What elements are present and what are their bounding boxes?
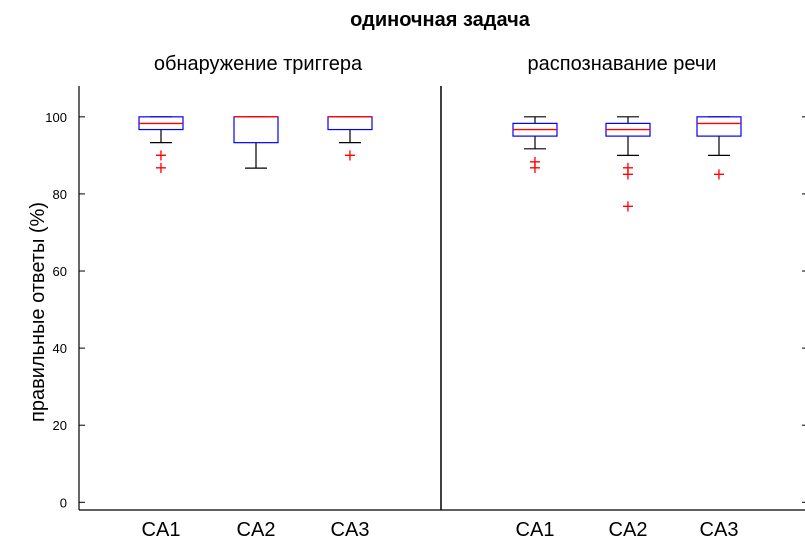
y-tick-label: 60 xyxy=(53,264,67,279)
panel-title-speech: распознавание речи xyxy=(528,53,717,75)
iqr-box xyxy=(327,116,373,131)
outlier-marker: + xyxy=(621,197,634,216)
y-tick-label: 20 xyxy=(53,418,67,433)
outlier-marker: + xyxy=(528,158,541,177)
y-axis-label: правильные ответы (%) xyxy=(27,202,49,422)
boxplots: +++ ++ ++++ xyxy=(138,116,742,216)
y-tick-label: 80 xyxy=(53,187,67,202)
y-tick-label: 40 xyxy=(53,341,67,356)
y-ticks: 0 20 40 60 80 100 xyxy=(45,110,85,510)
chart-title: одиночная задача xyxy=(350,9,531,31)
x-tick-label: CA1 xyxy=(516,519,555,541)
outlier-marker: + xyxy=(154,145,167,164)
boxplot-ca2: +++ xyxy=(605,116,651,216)
panel-title-trigger: обнаружение триггера xyxy=(154,53,363,75)
y-tick-label: 100 xyxy=(45,110,67,125)
boxplot-ca3: + xyxy=(696,116,742,184)
x-tick-label: CA1 xyxy=(142,519,181,541)
outlier-marker: + xyxy=(154,158,167,177)
x-ticks: CA1 CA2 CA3 CA1 CA2 CA3 xyxy=(142,519,739,541)
outlier-marker: + xyxy=(621,158,634,177)
outlier-marker: + xyxy=(712,165,725,184)
y-tick-label: 0 xyxy=(60,495,67,510)
boxplot-ca3: + xyxy=(327,116,373,164)
iqr-box xyxy=(696,116,742,137)
x-tick-label: CA2 xyxy=(237,519,276,541)
outlier-marker: + xyxy=(343,145,356,164)
iqr-box xyxy=(233,116,279,144)
outlier-marker: + xyxy=(528,152,541,171)
boxplot-ca1: ++ xyxy=(512,116,558,177)
x-tick-label: CA3 xyxy=(331,519,370,541)
boxplot-ca2 xyxy=(233,116,279,169)
boxplot-ca1: ++ xyxy=(138,116,184,177)
x-tick-label: CA2 xyxy=(609,519,648,541)
x-tick-label: CA3 xyxy=(700,519,739,541)
outlier-marker: + xyxy=(621,165,634,184)
